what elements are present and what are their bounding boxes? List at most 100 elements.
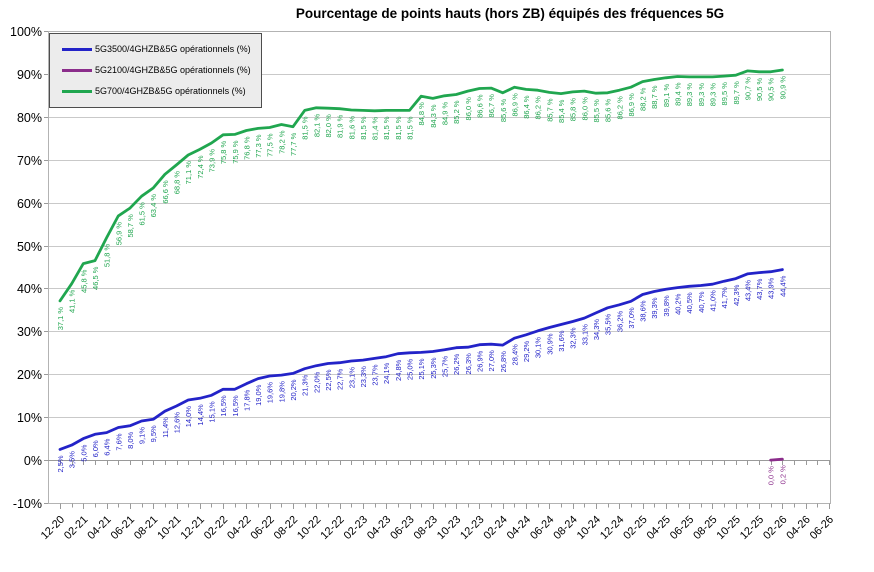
x-axis-label: 04-25 xyxy=(645,514,673,542)
data-label: 89,7 % xyxy=(732,81,741,105)
data-label: 3,5% xyxy=(68,451,77,468)
y-axis-label: 0% xyxy=(24,454,42,468)
data-label: 81,5 % xyxy=(394,116,403,140)
data-label: 9,5% xyxy=(149,425,158,442)
data-label: 33,1% xyxy=(580,324,589,346)
data-label: 21,3% xyxy=(301,374,310,396)
data-label: 81,5 % xyxy=(359,116,368,140)
data-label: 27,0% xyxy=(487,350,496,372)
data-label: 38,6% xyxy=(639,300,648,322)
data-label: 86,2 % xyxy=(534,96,543,120)
data-label: 31,6% xyxy=(557,330,566,352)
y-axis-labels: -10% 0% 10% 20% 30% 40% 50% 60% 70% 80% 90% 100% xyxy=(10,25,42,511)
y-axis-label: 70% xyxy=(17,154,42,168)
x-axis-label: 10-22 xyxy=(295,514,323,542)
data-label: 76,8 % xyxy=(242,136,251,160)
data-label: 32,3% xyxy=(569,327,578,349)
x-axis-label: 02-25 xyxy=(621,514,649,542)
data-label: 85,6 % xyxy=(604,98,613,122)
data-label: 40,2% xyxy=(674,293,683,315)
data-label: 82,0 % xyxy=(324,114,333,138)
y-axis-label: 40% xyxy=(17,282,42,296)
data-label: 51,8 % xyxy=(103,243,112,267)
data-label: 22,7% xyxy=(336,368,345,390)
data-label: 14,0% xyxy=(184,406,193,428)
data-label: 25,7% xyxy=(441,355,450,377)
x-axis-label: 08-22 xyxy=(272,514,300,542)
data-label: 26,3% xyxy=(464,353,473,375)
data-label: 26,2% xyxy=(452,353,461,375)
data-label: 84,8 % xyxy=(417,102,426,126)
data-label: 0,2 % xyxy=(778,465,787,485)
data-label: 22,5% xyxy=(324,369,333,391)
legend-item-5g2100: 5G2100/4GHZB&5G opérationnels (%) xyxy=(50,60,251,81)
data-label: 85,2 % xyxy=(452,100,461,124)
data-label: 23,1% xyxy=(347,367,356,389)
x-axis-ticks xyxy=(60,460,830,509)
data-label: 75,8 % xyxy=(219,140,228,164)
series-line-2 xyxy=(58,68,784,303)
data-label: 68,8 % xyxy=(173,171,182,195)
x-axis-label: 12-20 xyxy=(39,514,67,542)
data-label: 82,1 % xyxy=(312,113,321,137)
x-axis-labels: 12-2002-2104-2106-2108-2110-2112-2102-22… xyxy=(39,514,836,542)
data-label: 42,3% xyxy=(732,284,741,306)
data-label: 86,6 % xyxy=(476,94,485,118)
data-label: 29,2% xyxy=(522,340,531,362)
x-axis-label: 08-23 xyxy=(412,514,440,542)
series-labels-2: 37,1 %41,1 %45,8 % 46,5 %51,8 %56,9 % 58,7… xyxy=(56,76,787,331)
data-label: 81,5 % xyxy=(406,116,415,140)
data-label: 56,9 % xyxy=(114,222,123,246)
data-label: 19,8% xyxy=(277,381,286,403)
data-label: 85,4 % xyxy=(557,99,566,123)
data-label: 43,7% xyxy=(755,278,764,300)
data-label: 89,3 % xyxy=(709,83,718,107)
legend-item-5g3500: 5G3500/4GHZB&5G opérationnels (%) xyxy=(50,39,251,60)
data-label: 16,5% xyxy=(231,395,240,417)
data-label: 89,3 % xyxy=(685,83,694,107)
data-label: 75,9 % xyxy=(231,140,240,164)
x-axis-label: 02-23 xyxy=(342,514,370,542)
data-label: 86,9 % xyxy=(510,93,519,117)
y-axis-label: 100% xyxy=(10,25,42,39)
data-label: 7,6% xyxy=(114,433,123,450)
x-axis-label: 06-25 xyxy=(668,514,696,542)
data-label: 61,5 % xyxy=(138,202,147,226)
data-label: 73,9 % xyxy=(208,149,217,173)
x-axis-label: 10-24 xyxy=(575,514,603,542)
data-label: 89,5 % xyxy=(720,82,729,106)
x-axis-label: 06-22 xyxy=(248,514,276,542)
legend-label-5g700: 5G700/4GHZB&5G opérationnels (%) xyxy=(95,86,246,96)
data-label: 26,8% xyxy=(499,351,508,373)
x-axis-label: 06-23 xyxy=(388,514,416,542)
x-axis-label: 08-25 xyxy=(691,514,719,542)
series-labels-1: 0,0 % 0,2 % xyxy=(767,465,788,485)
plot-border xyxy=(48,31,831,504)
x-axis-label: 10-25 xyxy=(715,514,743,542)
data-label: 44,4% xyxy=(778,275,787,297)
data-label: 0,0 % xyxy=(767,466,776,486)
data-label: 78,2 % xyxy=(277,130,286,154)
y-axis-ticks xyxy=(44,31,48,504)
data-label: 86,9 % xyxy=(627,93,636,117)
data-label: 2,5% xyxy=(56,455,65,472)
data-label: 45,8 % xyxy=(79,269,88,293)
data-label: 30,9% xyxy=(545,333,554,355)
x-axis-label: 10-23 xyxy=(435,514,463,542)
data-label: 41,1 % xyxy=(68,289,77,313)
legend-line-swatch-green xyxy=(62,90,92,93)
x-axis-label: 12-23 xyxy=(458,514,486,542)
legend-line-swatch-blue xyxy=(62,48,92,51)
data-label: 77,7 % xyxy=(289,132,298,156)
x-axis-label: 02-24 xyxy=(481,514,509,542)
data-label: 39,3% xyxy=(650,297,659,319)
chart-title: Pourcentage de points hauts (hors ZB) éq… xyxy=(295,6,725,21)
data-label: 19,0% xyxy=(254,384,263,406)
data-label: 81,6 % xyxy=(347,116,356,140)
data-label: 88,7 % xyxy=(650,85,659,109)
y-axis-label: 50% xyxy=(17,240,42,254)
data-label: 90,9 % xyxy=(778,76,787,100)
series-labels-0: 2,5% 3,5% 5,0% 6,0% 6,4% 7,6% 8,0% 9,1% 9,5% 11,4… xyxy=(56,275,787,472)
